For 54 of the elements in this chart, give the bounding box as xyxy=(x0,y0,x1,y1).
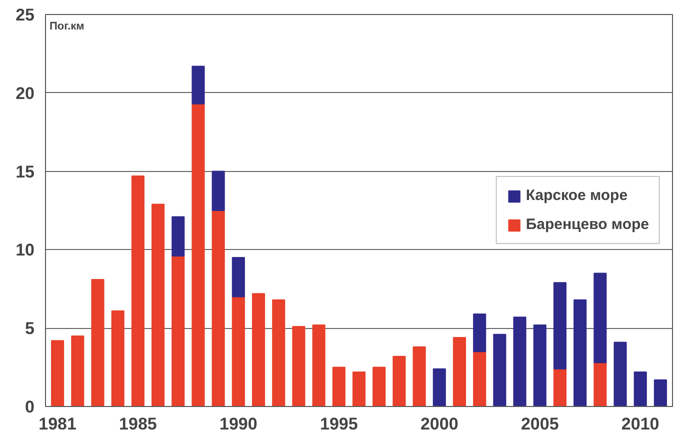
bar xyxy=(574,299,587,406)
bar xyxy=(513,316,526,406)
bar xyxy=(473,313,486,352)
bar xyxy=(192,66,205,104)
bar xyxy=(212,210,225,406)
bar xyxy=(614,342,627,406)
legend-label: Баренцево море xyxy=(526,216,649,233)
y-axis-title: Пог.км xyxy=(50,20,84,32)
bar xyxy=(51,340,64,406)
bar xyxy=(392,356,406,406)
bar xyxy=(131,176,144,406)
bar xyxy=(292,326,306,406)
bar xyxy=(71,335,84,406)
legend-label: Карское море xyxy=(526,187,628,204)
y-tick-label: 20 xyxy=(16,84,35,103)
y-tick-label: 25 xyxy=(16,6,35,24)
y-tick-label: 10 xyxy=(16,240,35,260)
x-tick-label: 1985 xyxy=(119,414,157,434)
bar xyxy=(654,379,667,406)
x-tick-label: 1990 xyxy=(220,414,258,434)
bar xyxy=(594,272,607,364)
bar xyxy=(553,368,566,406)
bar xyxy=(452,337,466,406)
x-tick-label: 1995 xyxy=(320,414,358,434)
x-tick-label: 1981 xyxy=(38,414,76,434)
y-tick-label: 0 xyxy=(25,398,35,416)
bar xyxy=(272,299,286,406)
bar xyxy=(252,293,266,406)
bar xyxy=(553,282,566,370)
bar xyxy=(432,368,446,406)
bar xyxy=(91,278,104,406)
bar xyxy=(533,324,546,406)
x-tick-label: 2005 xyxy=(520,414,559,434)
bar xyxy=(192,103,205,406)
bar xyxy=(493,334,506,406)
bar xyxy=(111,310,124,406)
bar xyxy=(372,366,386,406)
bar xyxy=(172,255,185,406)
bar xyxy=(312,324,326,406)
x-tick-label: 2000 xyxy=(420,414,458,434)
bar xyxy=(212,170,225,211)
y-tick-label: 15 xyxy=(16,162,35,182)
y-tick-label: 5 xyxy=(25,319,35,338)
bar xyxy=(332,366,346,406)
x-tick-label: 2010 xyxy=(621,414,660,434)
bar xyxy=(473,351,486,406)
bar xyxy=(594,362,607,406)
bar xyxy=(232,257,245,298)
bar xyxy=(352,372,366,406)
bar xyxy=(634,372,647,406)
bar xyxy=(232,296,245,406)
bar xyxy=(152,204,165,406)
bar xyxy=(172,216,185,256)
bar xyxy=(412,346,426,406)
